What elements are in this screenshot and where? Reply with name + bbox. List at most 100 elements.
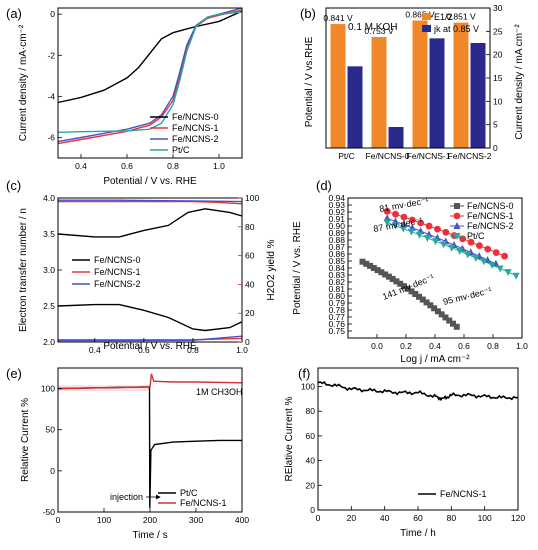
panel-b-panel-label: (b) <box>300 6 316 21</box>
panel-d-xtick-label: 0.4 <box>429 341 441 351</box>
panel-d-ytick-label: 0.78 <box>328 305 345 315</box>
panel-f: 0 20 40 60 80 100 120 0 20 40 60 80 100 Time / h RElat… <box>284 366 525 539</box>
panel-c-xtick-label: 0.6 <box>138 345 150 355</box>
panel-a-legend-entry: Fe/NCNS-0 <box>172 112 219 122</box>
panel-d-panel-label: (d) <box>316 178 332 193</box>
panel-d-legend-entry: Pt/C <box>467 231 485 241</box>
panel-d-point <box>391 222 399 230</box>
panel-b-bar-e12 <box>330 24 346 149</box>
panel-b-bar-label: 0.841 V <box>323 13 353 23</box>
panel-a-axes-frame <box>57 7 243 159</box>
panel-f-ytick-label: 20 <box>306 480 316 490</box>
panel-e-xtick-label: 200 <box>143 515 157 525</box>
panel-d-point <box>476 242 483 250</box>
panel-b-annotation: 0.1 M KOH <box>348 22 397 33</box>
panel-c-xlabel: Potential / V vs. RHE <box>103 341 197 352</box>
panel-a-ylabel: Current density / mA·cm⁻² <box>18 24 29 141</box>
panel-d-ytick-label: 0.75 <box>328 326 345 336</box>
panel-b-legend-entry: jk at 0.85 V <box>433 24 479 34</box>
panel-d-point <box>453 323 460 330</box>
panel-d-legend-entry: Fe/NCNS-2 <box>467 221 514 231</box>
panel-d-point <box>399 225 407 233</box>
panel-f-ylabel: RElative Current % <box>284 396 295 481</box>
panel-c-legend-entry: Fe/NCNS-2 <box>94 279 141 289</box>
panel-d-point <box>404 285 411 292</box>
panel-b-y2tick-label: 25 <box>493 26 503 36</box>
panel-b-bar-jk <box>388 127 404 148</box>
panel-d-ytick-label: 0.87 <box>328 242 345 252</box>
panel-f-panel-label: (f) <box>298 366 310 381</box>
panel-f-xlabel: Time / h <box>400 528 436 539</box>
panel-d-point <box>456 248 464 256</box>
panel-d-point <box>432 238 440 246</box>
panel-d-point <box>434 308 441 315</box>
panel-f-ytick-label: 0 <box>310 505 315 515</box>
panel-d-point <box>397 280 404 287</box>
panel-e-ytick-label: 100 <box>41 384 55 394</box>
panel-e-panel-label: (e) <box>6 366 22 381</box>
panel-d-ytick-label: 0.83 <box>328 270 345 280</box>
panel-e-xtick-label: 100 <box>97 515 111 525</box>
panel-d-xlabel: Log j / mA cm⁻² <box>400 354 470 365</box>
panel-e-ylabel: Relative Current % <box>20 398 31 482</box>
panel-b-bar-e12 <box>453 22 469 148</box>
panel-f-ytick-label: 80 <box>306 406 316 416</box>
panel-f-ytick-label: 60 <box>306 431 316 441</box>
panel-c-yield-line <box>57 303 243 332</box>
panel-a-series-line <box>57 9 243 145</box>
panel-c-panel-label: (c) <box>6 178 21 193</box>
panel-d-point <box>480 258 488 266</box>
panel-d-point <box>370 264 377 271</box>
panel-d-ytick-label: 0.92 <box>328 207 345 217</box>
panel-c-ylabel: Electron transfer number / n <box>18 208 29 332</box>
panel-d-point <box>440 241 448 249</box>
panel-d-ytick-label: 0.84 <box>328 263 345 273</box>
panel-c-n-line <box>57 208 243 238</box>
panel-c: 0.4 0.6 0.8 1.0 2.0 2.5 3.0 3.5 4.0 0 20 40 60 80 100 P… <box>6 178 277 355</box>
panel-f-xtick-label: 40 <box>380 513 390 523</box>
panel-d-point <box>504 269 512 277</box>
panel-d-point <box>385 273 392 280</box>
panel-f-xtick-label: 60 <box>413 513 423 523</box>
panel-d-point <box>363 260 370 267</box>
panel-b-y2tick-label: 10 <box>493 96 503 106</box>
panel-d-point <box>423 299 430 306</box>
panel-d-slope-annotation: 95 mv·dec⁻¹ <box>442 285 493 307</box>
panel-d-point <box>412 291 419 298</box>
panel-b-ylabel: Potential / V vs.RHE <box>304 36 315 127</box>
panel-a-legend-entry: Fe/NCNS-1 <box>172 123 219 133</box>
panel-d-point <box>467 238 475 246</box>
panel-e-legend-entry: Fe/NCNS-1 <box>180 498 227 508</box>
panel-b-y2label: Current density / mA cm⁻² <box>514 24 525 140</box>
panel-a-xtick-label: 1.0 <box>213 161 225 171</box>
panel-b-category-label: Fe/NCNS-0 <box>366 151 410 161</box>
panel-c-xtick-label: 0.8 <box>187 345 199 355</box>
panel-d-point <box>448 244 456 252</box>
panel-d-ytick-label: 0.80 <box>328 291 345 301</box>
panel-d-legend-marker <box>453 222 461 229</box>
panel-d-ytick-label: 0.81 <box>328 284 345 294</box>
panel-e-legend-entry: Pt/C <box>180 488 198 498</box>
panel-e-ytick-label: 0 <box>50 466 55 476</box>
panel-d-point <box>434 225 441 233</box>
panel-c-xtick-label: 0.4 <box>89 345 101 355</box>
panel-a-series-line <box>57 10 243 104</box>
panel-c-y2label: H2O2 yield % <box>266 239 277 300</box>
panel-d-point <box>400 213 408 221</box>
panel-d-point <box>382 271 389 278</box>
panel-d-point <box>359 258 366 265</box>
panel-d-ytick-label: 0.91 <box>328 214 345 224</box>
panel-d-point <box>383 207 391 215</box>
panel-e-series-line <box>57 373 243 390</box>
panel-f-series-line <box>317 380 519 402</box>
panel-d-point <box>496 265 504 273</box>
panel-e-xtick-label: 300 <box>189 515 203 525</box>
panel-b: 0.841 V Pt/C 0.753 V Fe/NCNS-0 0.865 V Fe/NCN… <box>300 3 525 161</box>
panel-d-point <box>408 216 416 224</box>
panel-f-legend-entry: Fe/NCNS-1 <box>440 489 487 499</box>
panel-d-point <box>484 245 492 253</box>
panel-c-ytick-label: 2.0 <box>43 337 55 347</box>
panel-f-ytick-label: 100 <box>301 382 315 392</box>
panel-a-xlabel: Potential / V vs. RHE <box>103 176 197 187</box>
